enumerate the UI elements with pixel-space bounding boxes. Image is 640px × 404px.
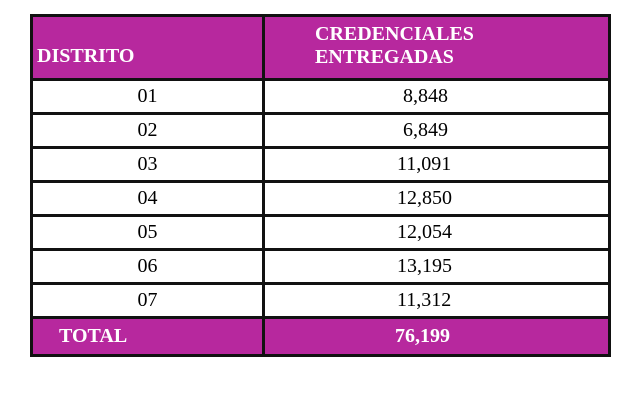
credenciales-cell: 13,195 bbox=[262, 248, 611, 285]
distrito-cell: 01 bbox=[30, 78, 265, 115]
credenciales-cell: 11,091 bbox=[262, 146, 611, 183]
total-label: TOTAL bbox=[30, 316, 265, 357]
table-header-row: DISTRITO CREDENCIALES ENTREGADAS bbox=[30, 14, 611, 81]
distrito-cell: 04 bbox=[30, 180, 265, 217]
header-credenciales-line1: CREDENCIALES bbox=[315, 22, 474, 45]
credenciales-table: DISTRITO CREDENCIALES ENTREGADAS 01 8,84… bbox=[30, 14, 611, 357]
distrito-cell: 06 bbox=[30, 248, 265, 285]
total-row: TOTAL 76,199 bbox=[30, 316, 611, 357]
distrito-cell: 07 bbox=[30, 282, 265, 319]
credenciales-cell: 12,850 bbox=[262, 180, 611, 217]
header-distrito: DISTRITO bbox=[30, 14, 265, 81]
credenciales-cell: 12,054 bbox=[262, 214, 611, 251]
credenciales-cell: 6,849 bbox=[262, 112, 611, 149]
credenciales-cell: 11,312 bbox=[262, 282, 611, 319]
header-credenciales-line2: ENTREGADAS bbox=[315, 45, 454, 68]
credenciales-cell: 8,848 bbox=[262, 78, 611, 115]
header-credenciales: CREDENCIALES ENTREGADAS bbox=[262, 14, 611, 81]
distrito-cell: 05 bbox=[30, 214, 265, 251]
total-value: 76,199 bbox=[262, 316, 611, 357]
table-row: 07 11,312 bbox=[30, 282, 611, 319]
table-row: 02 6,849 bbox=[30, 112, 611, 149]
table-row: 01 8,848 bbox=[30, 78, 611, 115]
table-row: 04 12,850 bbox=[30, 180, 611, 217]
table-row: 05 12,054 bbox=[30, 214, 611, 251]
distrito-cell: 02 bbox=[30, 112, 265, 149]
table-row: 06 13,195 bbox=[30, 248, 611, 285]
distrito-cell: 03 bbox=[30, 146, 265, 183]
table-row: 03 11,091 bbox=[30, 146, 611, 183]
